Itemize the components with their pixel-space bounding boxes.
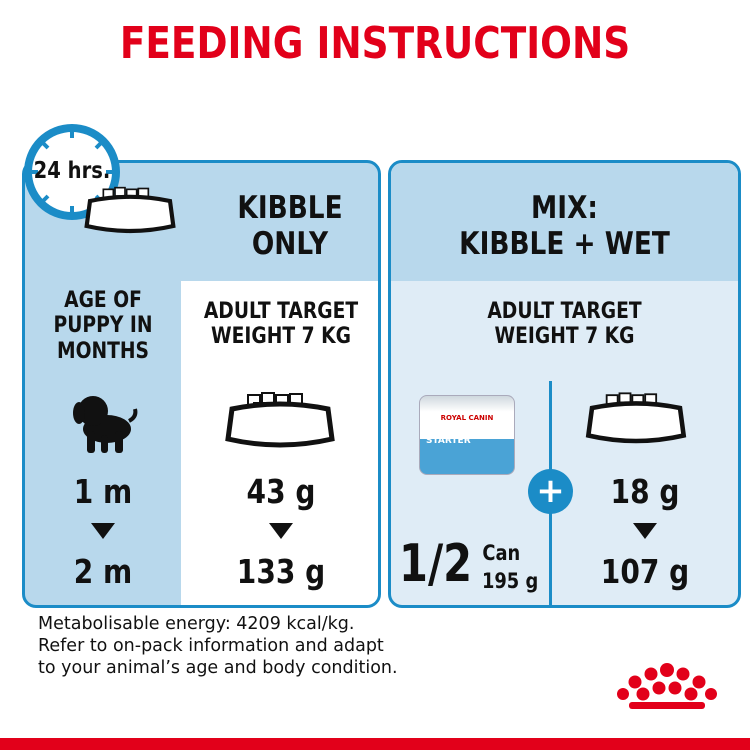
- arrow-down-icon: [269, 523, 293, 539]
- puppy-icon: [73, 396, 138, 453]
- age-label: AGE OF PUPPY IN MONTHS: [37, 288, 170, 364]
- kibble-only-panel: KIBBLE ONLY AGE OF PUPPY IN MONTHS ADULT…: [22, 160, 381, 608]
- kibble-only-header: KIBBLE ONLY: [214, 190, 367, 262]
- wet-food-can-image: ROYAL CANIN STARTER: [419, 395, 515, 475]
- label-line: WEIGHT 7 KG: [494, 324, 635, 350]
- age-start: 1 m: [73, 472, 133, 511]
- mix-header-bg: [391, 163, 738, 281]
- page-title: FEEDING INSTRUCTIONS: [119, 18, 631, 69]
- brand-bar: [0, 738, 750, 750]
- mix-panel: MIX: KIBBLE + WET ADULT TARGET WEIGHT 7 …: [388, 160, 741, 608]
- footer-line: to your animal’s age and body condition.: [38, 658, 398, 678]
- mix-header: MIX: KIBBLE + WET: [417, 190, 712, 262]
- can-brand: ROYAL CANIN: [440, 414, 494, 422]
- kibble-bowl-icon: [84, 186, 176, 234]
- kibble-amount-start: 43 g: [246, 472, 316, 511]
- can-fraction: 1/2: [399, 534, 473, 594]
- kibble-amount-end: 133 g: [236, 552, 326, 591]
- plus-icon: +: [528, 469, 573, 514]
- footer-line: Refer to on-pack information and adapt: [38, 636, 384, 656]
- age-end: 2 m: [73, 552, 133, 591]
- label-line: MONTHS: [56, 338, 150, 364]
- header-line: KIBBLE: [237, 190, 343, 226]
- arrow-down-icon: [91, 523, 115, 539]
- target-weight-label: ADULT TARGET WEIGHT 7 KG: [417, 299, 712, 350]
- can-unit: Can: [482, 541, 521, 565]
- can-product: STARTER: [426, 436, 471, 446]
- clock-icon: [24, 124, 120, 220]
- kibble-bowl-icon: [225, 392, 335, 448]
- can-weight: 195 g: [481, 569, 539, 593]
- label-line: PUPPY IN: [53, 313, 153, 339]
- royal-canin-crown-logo: [617, 663, 717, 709]
- label-line: ADULT TARGET: [203, 299, 359, 324]
- target-weight-label: ADULT TARGET WEIGHT 7 KG: [196, 299, 366, 350]
- header-line: MIX:: [531, 190, 598, 226]
- footer-line: Metabolisable energy: 4209 kcal/kg.: [38, 614, 355, 634]
- header-line: ONLY: [251, 225, 329, 262]
- label-line: AGE OF: [64, 288, 142, 313]
- mix-kibble-amount-end: 107 g: [600, 552, 690, 591]
- clock-label: 24 hrs.: [33, 158, 111, 184]
- kibble-bowl-icon: [585, 392, 687, 444]
- mix-kibble-amount-start: 18 g: [610, 472, 680, 511]
- label-line: WEIGHT 7 KG: [210, 324, 351, 350]
- footer-note: Metabolisable energy: 4209 kcal/kg. Refe…: [38, 613, 398, 679]
- header-line: KIBBLE + WET: [459, 225, 670, 262]
- label-line: ADULT TARGET: [487, 299, 642, 324]
- arrow-down-icon: [633, 523, 657, 539]
